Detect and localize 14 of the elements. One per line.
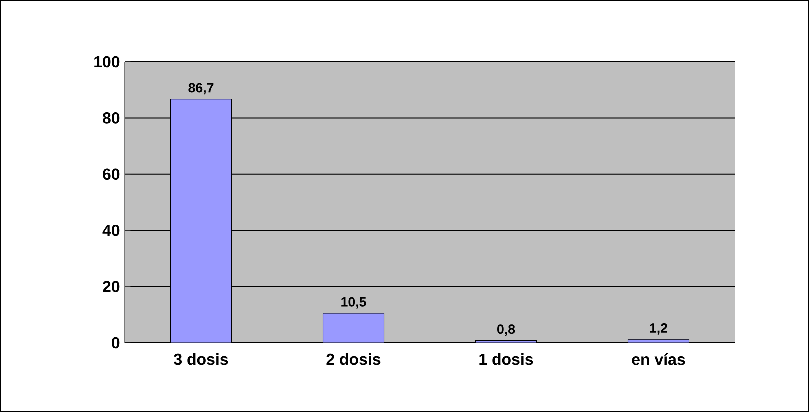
data-label: 0,8 — [498, 324, 516, 336]
y-tick-label: 0 — [112, 337, 120, 349]
x-tick-label: 1 dosis — [480, 353, 534, 366]
x-tick-label: 2 dosis — [326, 353, 381, 366]
y-tick-label: 20 — [103, 281, 120, 292]
x-tick-label: 3 dosis — [174, 353, 228, 366]
data-label: 10,5 — [342, 297, 366, 309]
data-label: 86,7 — [188, 83, 214, 95]
y-tick-label: 100 — [94, 56, 120, 68]
x-tick-label: en vías — [632, 353, 686, 366]
y-tick-label: 40 — [102, 224, 120, 236]
data-label: 1,2 — [650, 324, 668, 335]
y-tick-label: 80 — [103, 112, 120, 124]
y-tick-label: 60 — [103, 168, 120, 180]
